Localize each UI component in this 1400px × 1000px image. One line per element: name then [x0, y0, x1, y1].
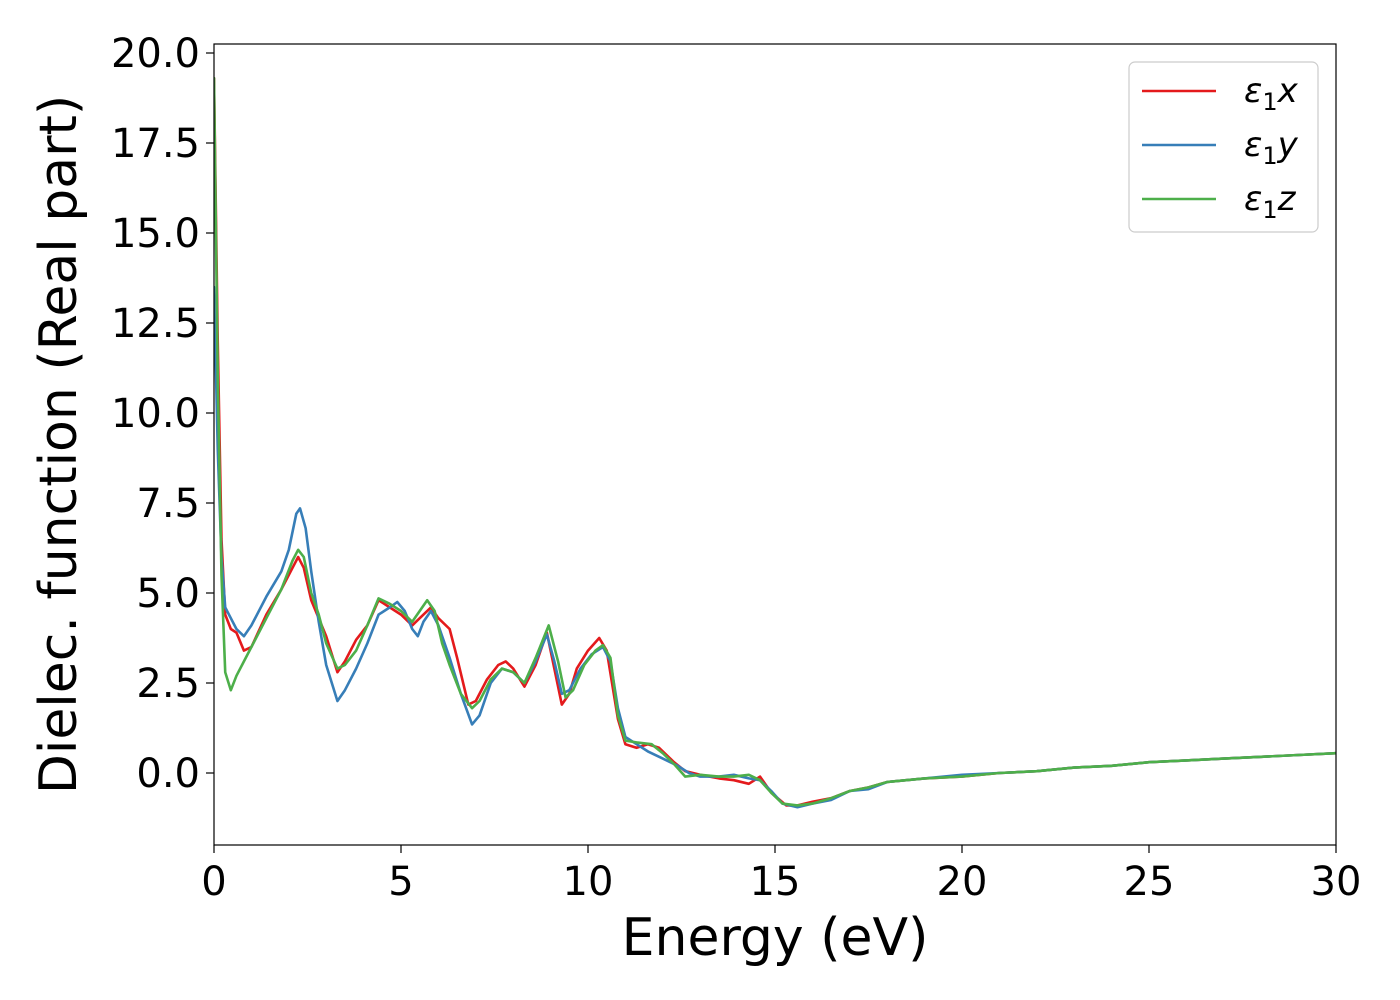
x-tick-label: 25 [1124, 859, 1175, 905]
legend: ε1x ε1y ε1z [1128, 61, 1319, 233]
y-axis: 0.0 2.5 5.0 7.5 10.0 12.5 15.0 17.5 20.0 [111, 31, 214, 797]
series-layer [214, 76, 1336, 809]
x-tick-label: 20 [937, 859, 988, 905]
y-tick-label: 0.0 [136, 751, 200, 797]
legend-label-y: ε1y [1244, 125, 1299, 170]
series-line-y [214, 285, 1336, 809]
x-tick-label: 0 [201, 859, 226, 905]
y-tick-label: 17.5 [111, 121, 200, 167]
y-tick-label: 5.0 [136, 571, 200, 617]
y-tick-label: 12.5 [111, 301, 200, 347]
x-axis: 0 5 10 15 20 25 30 [201, 845, 1361, 905]
x-tick-label: 15 [750, 859, 801, 905]
y-tick-label: 7.5 [136, 481, 200, 527]
x-tick-label: 10 [563, 859, 614, 905]
y-tick-label: 10.0 [111, 391, 200, 437]
y-tick-label: 15.0 [111, 211, 200, 257]
y-tick-label: 20.0 [111, 31, 200, 77]
legend-label-x: ε1x [1244, 71, 1299, 116]
y-axis-label: Dielec. function (Real part) [29, 95, 89, 794]
series-line-z [214, 76, 1336, 807]
x-tick-label: 5 [388, 859, 413, 905]
x-axis-label: Energy (eV) [622, 908, 929, 968]
y-tick-label: 2.5 [136, 661, 200, 707]
x-tick-label: 30 [1311, 859, 1362, 905]
legend-box [1128, 61, 1319, 233]
legend-label-z: ε1z [1244, 179, 1297, 224]
